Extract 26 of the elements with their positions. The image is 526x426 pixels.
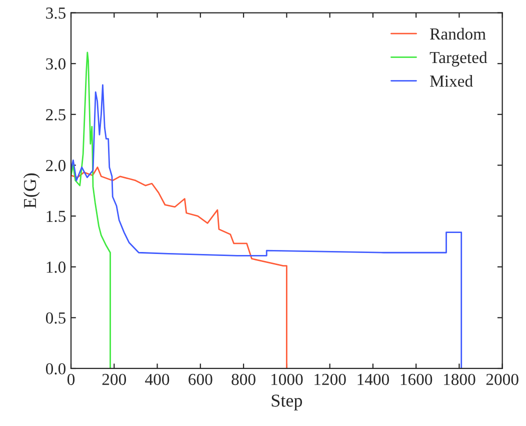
y-tick-label: 3.5 <box>46 8 66 19</box>
x-tick-label: 0 <box>67 374 75 386</box>
legend-label: Mixed <box>430 75 473 87</box>
y-tick-label: 1.0 <box>46 262 66 273</box>
y-axis-title: E(G) <box>23 173 40 208</box>
y-tick-label: 0.0 <box>46 363 66 375</box>
x-axis-title: Step <box>272 394 302 410</box>
line-series <box>71 52 111 368</box>
x-tick-label: 1800 <box>444 374 476 386</box>
x-tick-label: 400 <box>145 374 170 386</box>
legend-label: Random <box>430 28 486 40</box>
x-tick-label: 1000 <box>271 374 303 386</box>
y-tick-label: 2.0 <box>46 160 66 172</box>
x-tick-label: 800 <box>232 374 256 386</box>
x-tick-label: 1400 <box>358 374 389 386</box>
y-tick-label: 2.5 <box>46 109 66 120</box>
x-tick-label: 1600 <box>400 374 432 386</box>
y-tick-label: 0.5 <box>46 312 66 324</box>
y-tick-label: 3.0 <box>46 58 66 70</box>
line-series <box>71 166 288 368</box>
x-tick-label: 200 <box>102 374 126 386</box>
legend-label: Targeted <box>430 51 488 67</box>
x-tick-label: 1200 <box>314 374 346 386</box>
x-tick-label: 2000 <box>486 374 518 386</box>
x-tick-label: 600 <box>188 374 212 386</box>
y-tick-label: 1.5 <box>46 210 66 222</box>
